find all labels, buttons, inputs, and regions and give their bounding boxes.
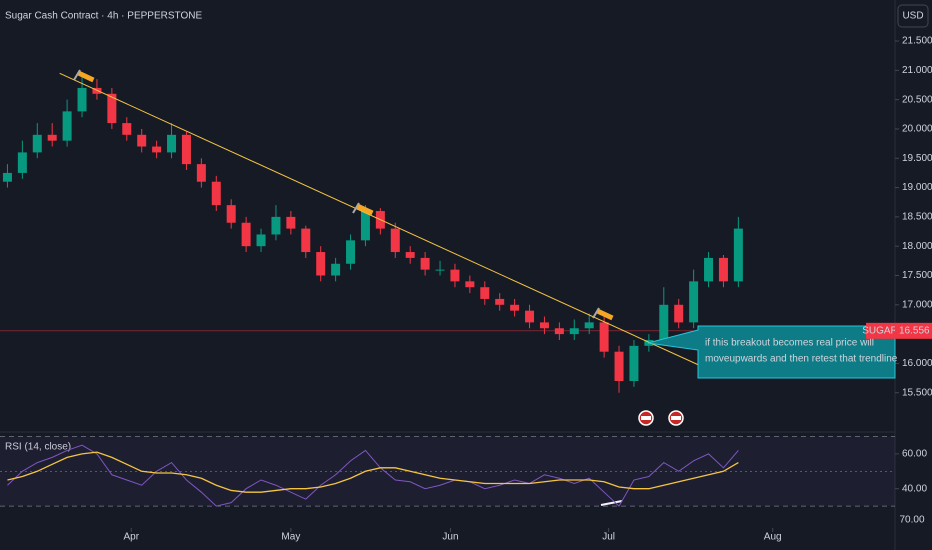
hammer-head (356, 204, 374, 216)
hammer-handle (73, 69, 81, 81)
candle-body (584, 322, 594, 329)
candle-body (226, 205, 236, 223)
hammer-handle (352, 202, 360, 214)
annotation-text: moveupwards and then retest that trendli… (705, 354, 898, 365)
hammer-head (596, 309, 614, 321)
x-tick-label: Jun (442, 532, 458, 543)
candle-body (107, 93, 117, 124)
hammer-icon (73, 69, 95, 83)
x-tick-label: Jul (602, 532, 615, 543)
candle-body (495, 298, 505, 305)
candle-body (241, 222, 251, 247)
candle-body (47, 134, 57, 141)
hammer-icon (352, 202, 374, 216)
candle-body (554, 328, 564, 335)
candle-body (17, 152, 27, 173)
y-tick-label: 40.00 (902, 483, 927, 494)
y-tick-label: 20.000 (902, 124, 932, 135)
y-tick-label: 19.500 (902, 153, 932, 164)
x-tick-label: Aug (764, 532, 782, 543)
candle-body (390, 228, 400, 253)
rsi-line (7, 451, 739, 493)
flag-icons (638, 410, 684, 426)
candle-body (211, 181, 221, 206)
hammer-handle (592, 307, 600, 319)
candle-body (2, 172, 12, 182)
candle-body (360, 211, 370, 241)
candle-body (122, 123, 132, 135)
candle-body (674, 304, 684, 323)
rsi-line (7, 444, 739, 507)
trendline (59, 72, 706, 369)
candle-body (465, 281, 475, 288)
candle-body (659, 304, 669, 340)
candle-body (614, 351, 624, 382)
candle-body (331, 263, 341, 276)
candle-body (301, 228, 311, 253)
candle-body (181, 134, 191, 165)
y-tick-label: 20.500 (902, 94, 932, 105)
y-tick-label: 16.000 (902, 358, 932, 369)
candle-body (510, 304, 520, 311)
currency[interactable]: USD (902, 11, 923, 22)
x-tick-label: Apr (123, 532, 139, 543)
y-tick-label: 17.000 (902, 299, 932, 310)
price-tag (895, 322, 932, 339)
candle-body (420, 257, 430, 270)
rsi-title: RSI (14, close) (5, 442, 71, 453)
symbol-tag-text: SUGAR (862, 325, 898, 336)
hammer-icon (592, 307, 614, 321)
candle-body (435, 269, 445, 271)
rsi-marker (600, 500, 623, 506)
y-tick-label: 60.00 (902, 449, 927, 460)
annotation-box (647, 325, 896, 379)
candle-body (286, 216, 296, 229)
candle-body (733, 228, 743, 282)
y-tick-label: 15.500 (902, 387, 932, 398)
candle-body (569, 328, 579, 335)
symbol-tag (866, 322, 895, 339)
y-tick-label: 18.000 (902, 241, 932, 252)
annotation-text: if this breakout becomes real price will (705, 338, 874, 349)
candle-body (405, 252, 415, 258)
candle-body (256, 234, 266, 247)
candle-body (92, 87, 102, 94)
candle-body (316, 252, 326, 276)
candle-body (196, 164, 206, 182)
y-tick-label: 21.000 (902, 65, 932, 76)
candle-body (167, 134, 177, 153)
y-tick-label: 21.500 (902, 36, 932, 47)
candle-body (32, 134, 42, 153)
x-tick-label: May (281, 532, 300, 543)
candle-body (704, 257, 714, 282)
candle-body (480, 287, 490, 299)
price-tag-text: 16.556 (899, 325, 930, 336)
candle-body (77, 87, 87, 112)
y-tick-label: 18.500 (902, 212, 932, 223)
y-tick-label: 19.000 (902, 182, 932, 193)
candle-body (689, 281, 699, 323)
candle-body (629, 345, 639, 382)
candle-body (62, 111, 72, 141)
currency-box[interactable] (897, 4, 929, 28)
chart-title: Sugar Cash Contract · 4h · PEPPERSTONE (5, 11, 202, 22)
candle-body (525, 310, 535, 323)
candle-body (271, 216, 281, 235)
candle-body (137, 134, 147, 147)
y-tick-label: 17.500 (902, 270, 932, 281)
candle-body (718, 257, 728, 282)
hammer-head (77, 70, 95, 83)
rsi-extra-label: 70.00 (899, 515, 924, 526)
candle-body (450, 269, 460, 282)
candle-body (539, 322, 549, 329)
candle-body (152, 146, 162, 153)
candle-body (599, 322, 609, 352)
candle-body (346, 240, 356, 264)
